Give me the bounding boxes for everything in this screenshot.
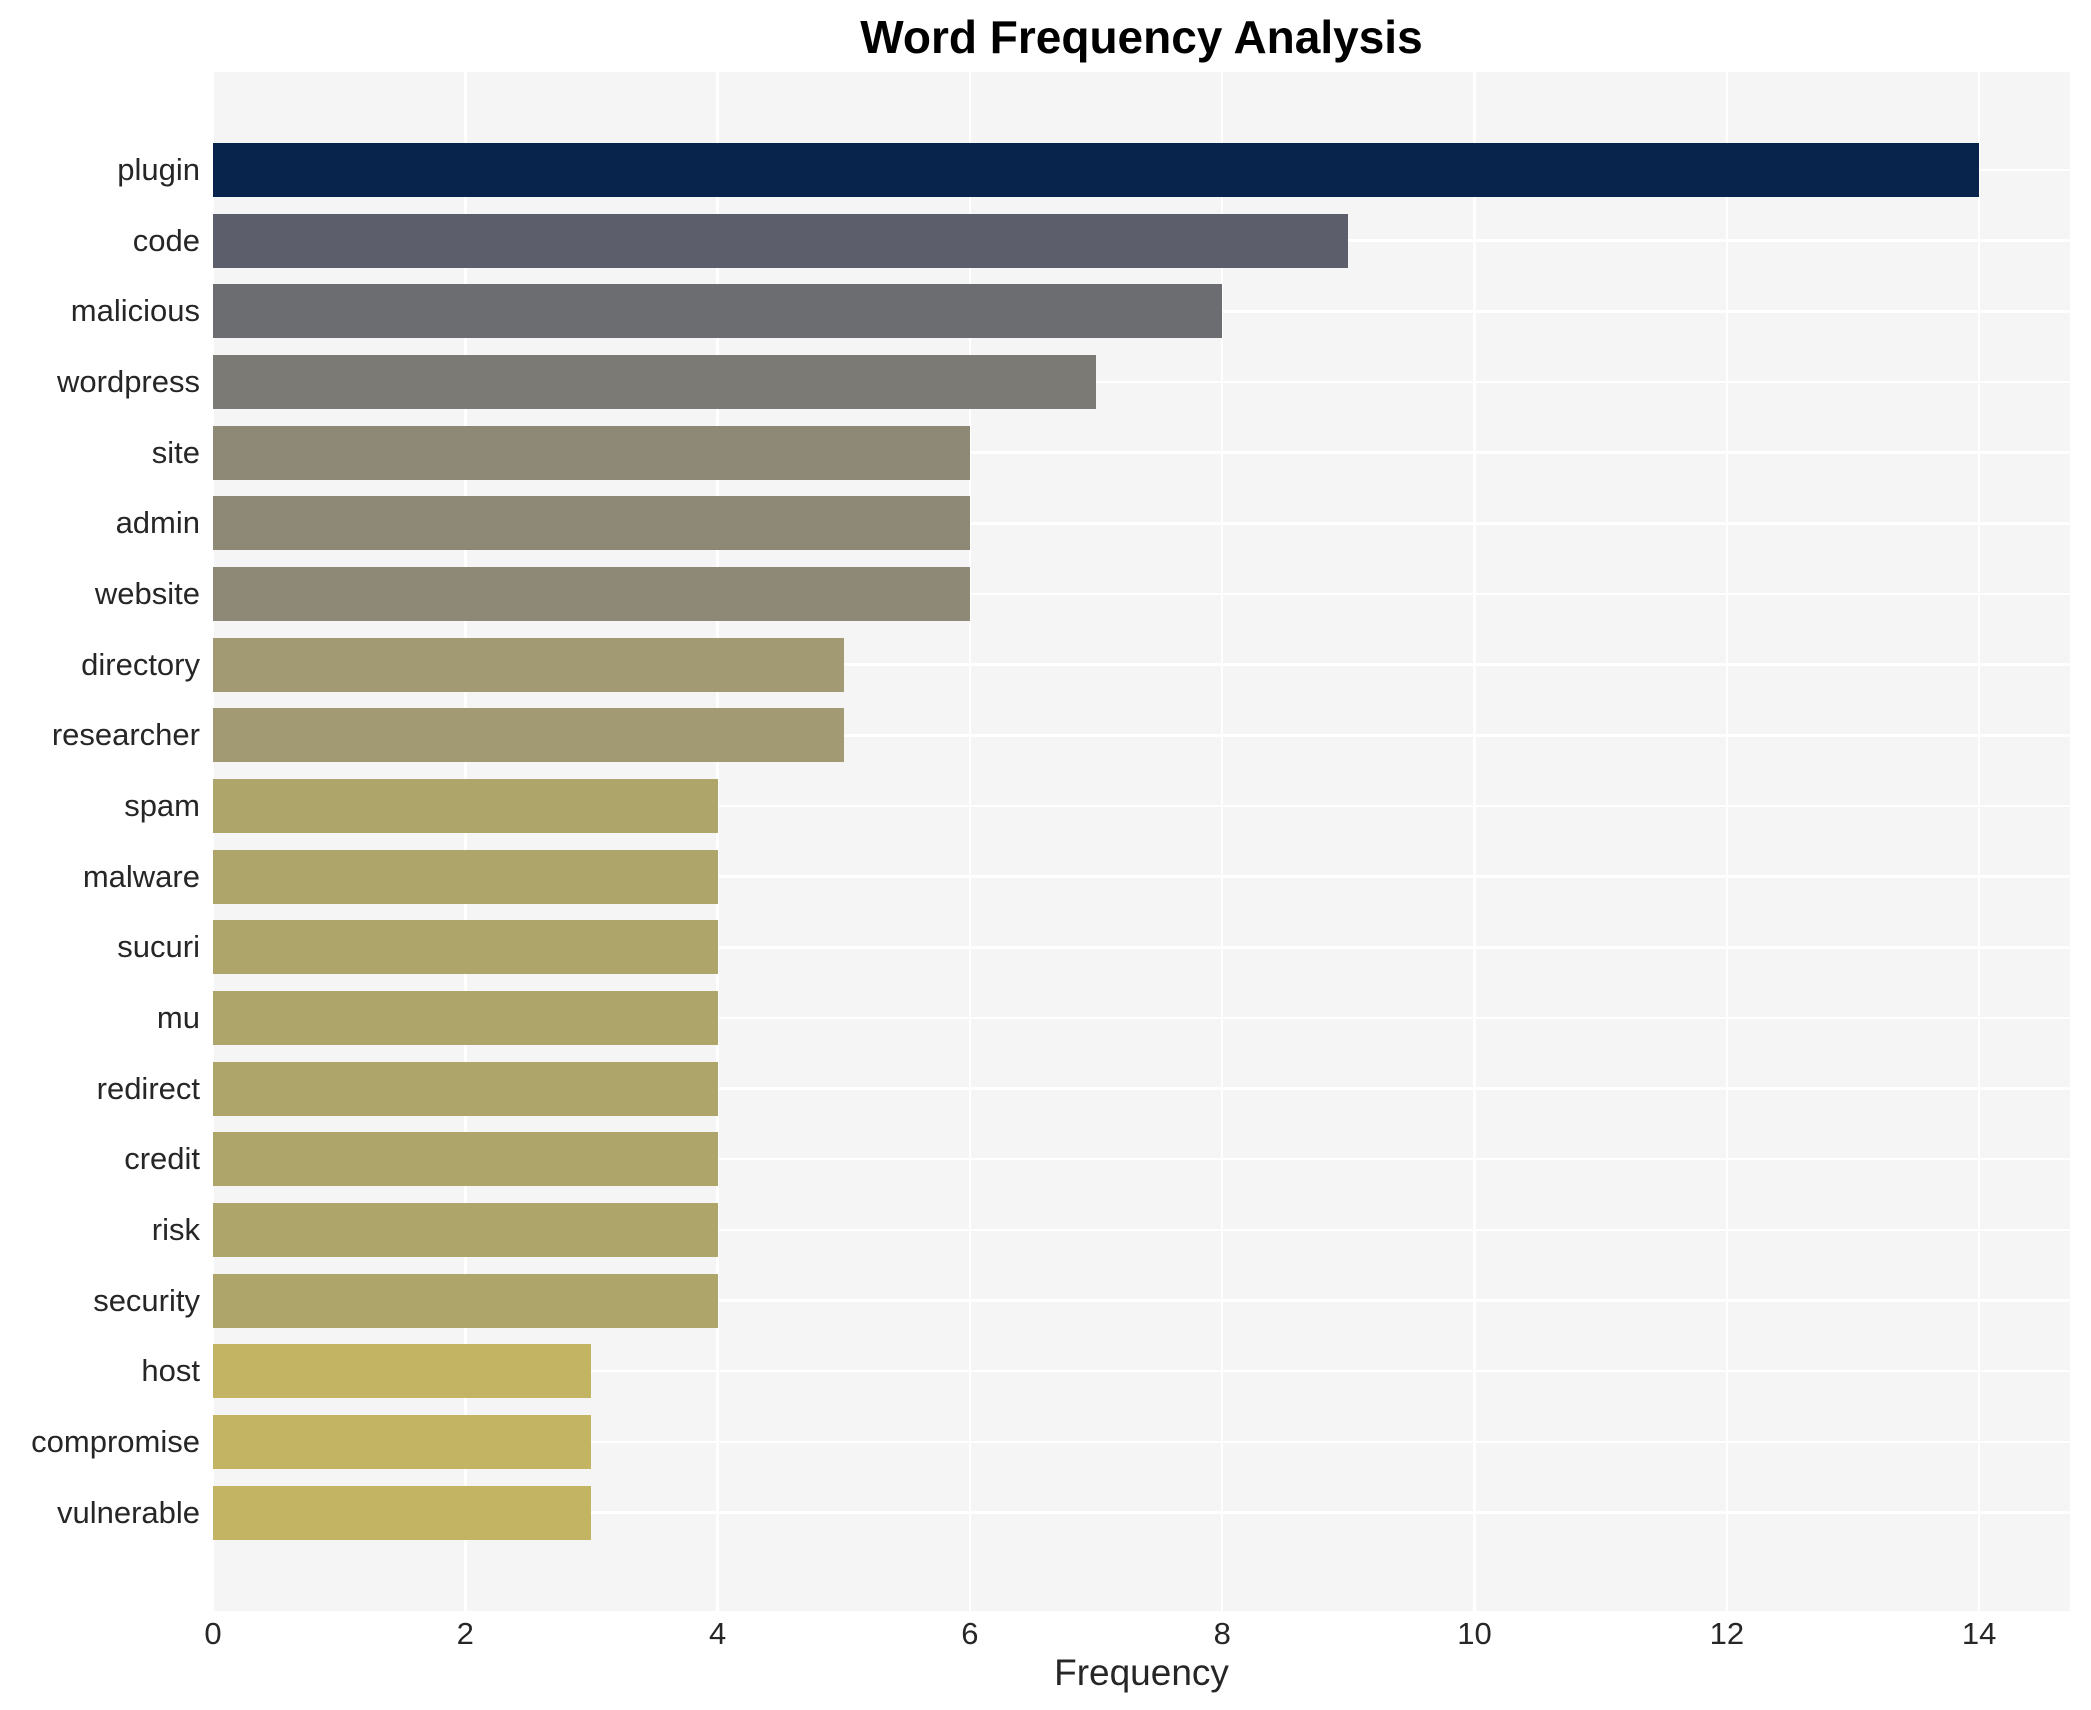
gridline-vertical bbox=[1220, 72, 1224, 1611]
bar-redirect bbox=[213, 1061, 718, 1116]
bar-mu bbox=[213, 990, 718, 1045]
gridline-horizontal bbox=[213, 663, 2070, 666]
gridline-horizontal bbox=[213, 1228, 2070, 1232]
gridline-vertical bbox=[1725, 72, 1729, 1611]
bar-wordpress bbox=[213, 354, 1097, 409]
gridline-horizontal bbox=[213, 451, 2070, 454]
y-tick-label-host: host bbox=[141, 1353, 200, 1389]
y-tick-label-mu: mu bbox=[156, 999, 200, 1035]
bar-plugin bbox=[213, 143, 1980, 197]
x-tick-label-2: 2 bbox=[456, 1616, 474, 1651]
gridline-horizontal bbox=[213, 1087, 2070, 1090]
bar-credit bbox=[213, 1132, 718, 1187]
gridline-horizontal bbox=[213, 875, 2070, 878]
bar-risk bbox=[213, 1202, 718, 1257]
bar-malware bbox=[213, 849, 718, 904]
y-tick-label-malware: malware bbox=[82, 858, 200, 894]
bar-security bbox=[213, 1273, 718, 1328]
x-tick-label-10: 10 bbox=[1457, 1616, 1492, 1651]
bar-directory bbox=[213, 637, 844, 692]
bar-spam bbox=[213, 778, 718, 833]
y-tick-label-risk: risk bbox=[151, 1211, 200, 1247]
bar-researcher bbox=[213, 708, 844, 763]
bar-malicious bbox=[213, 284, 1223, 339]
gridline-horizontal bbox=[213, 734, 2070, 737]
y-tick-label-sucuri: sucuri bbox=[117, 929, 200, 965]
plot-area bbox=[211, 72, 2070, 1611]
y-tick-label-spam: spam bbox=[124, 787, 200, 823]
gridline-horizontal bbox=[213, 1440, 2070, 1444]
bar-admin bbox=[213, 496, 970, 551]
chart-title: Word Frequency Analysis bbox=[860, 11, 1423, 63]
x-axis-label: Frequency bbox=[1054, 1652, 1229, 1693]
gridline-horizontal bbox=[213, 1369, 2070, 1373]
y-tick-label-credit: credit bbox=[124, 1141, 200, 1177]
gridline-horizontal bbox=[213, 522, 2070, 525]
gridline-horizontal bbox=[213, 1299, 2070, 1302]
bar-code bbox=[213, 213, 1349, 268]
gridline-vertical bbox=[1473, 72, 1476, 1611]
y-tick-label-website: website bbox=[94, 575, 200, 611]
gridline-vertical bbox=[716, 72, 719, 1611]
bar-website bbox=[213, 566, 970, 621]
x-tick-label-14: 14 bbox=[1961, 1616, 1997, 1651]
gridline-horizontal bbox=[213, 380, 2070, 384]
bar-host bbox=[213, 1344, 592, 1399]
bar-vulnerable bbox=[213, 1485, 592, 1540]
y-tick-label-site: site bbox=[151, 434, 200, 470]
gridline-horizontal bbox=[213, 1157, 2070, 1161]
gridline-horizontal bbox=[213, 1511, 2070, 1514]
y-tick-label-security: security bbox=[93, 1282, 200, 1318]
y-tick-label-malicious: malicious bbox=[70, 293, 200, 329]
y-tick-label-admin: admin bbox=[115, 505, 200, 541]
gridline-vertical bbox=[968, 72, 972, 1611]
gridline-vertical bbox=[464, 72, 467, 1611]
y-tick-label-redirect: redirect bbox=[96, 1070, 200, 1106]
gridline-horizontal bbox=[213, 1016, 2070, 1020]
y-tick-label-compromise: compromise bbox=[31, 1423, 200, 1459]
gridline-horizontal bbox=[213, 592, 2070, 596]
x-tick-label-0: 0 bbox=[204, 1616, 222, 1651]
y-tick-label-directory: directory bbox=[81, 646, 200, 682]
bar-compromise bbox=[213, 1414, 592, 1469]
y-tick-label-code: code bbox=[132, 222, 200, 258]
y-tick-label-researcher: researcher bbox=[51, 717, 200, 753]
bar-site bbox=[213, 425, 970, 480]
y-tick-label-vulnerable: vulnerable bbox=[56, 1494, 200, 1530]
gridline-horizontal bbox=[213, 804, 2070, 808]
gridline-horizontal bbox=[213, 946, 2070, 949]
x-tick-label-12: 12 bbox=[1709, 1616, 1745, 1651]
y-tick-label-plugin: plugin bbox=[117, 152, 200, 187]
gridline-vertical bbox=[211, 72, 215, 1611]
x-tick-label-8: 8 bbox=[1213, 1616, 1231, 1651]
gridline-vertical bbox=[1977, 72, 1981, 1611]
x-tick-label-6: 6 bbox=[961, 1616, 979, 1651]
x-tick-label-4: 4 bbox=[708, 1616, 727, 1651]
y-tick-label-wordpress: wordpress bbox=[57, 363, 200, 399]
bar-sucuri bbox=[213, 920, 718, 975]
